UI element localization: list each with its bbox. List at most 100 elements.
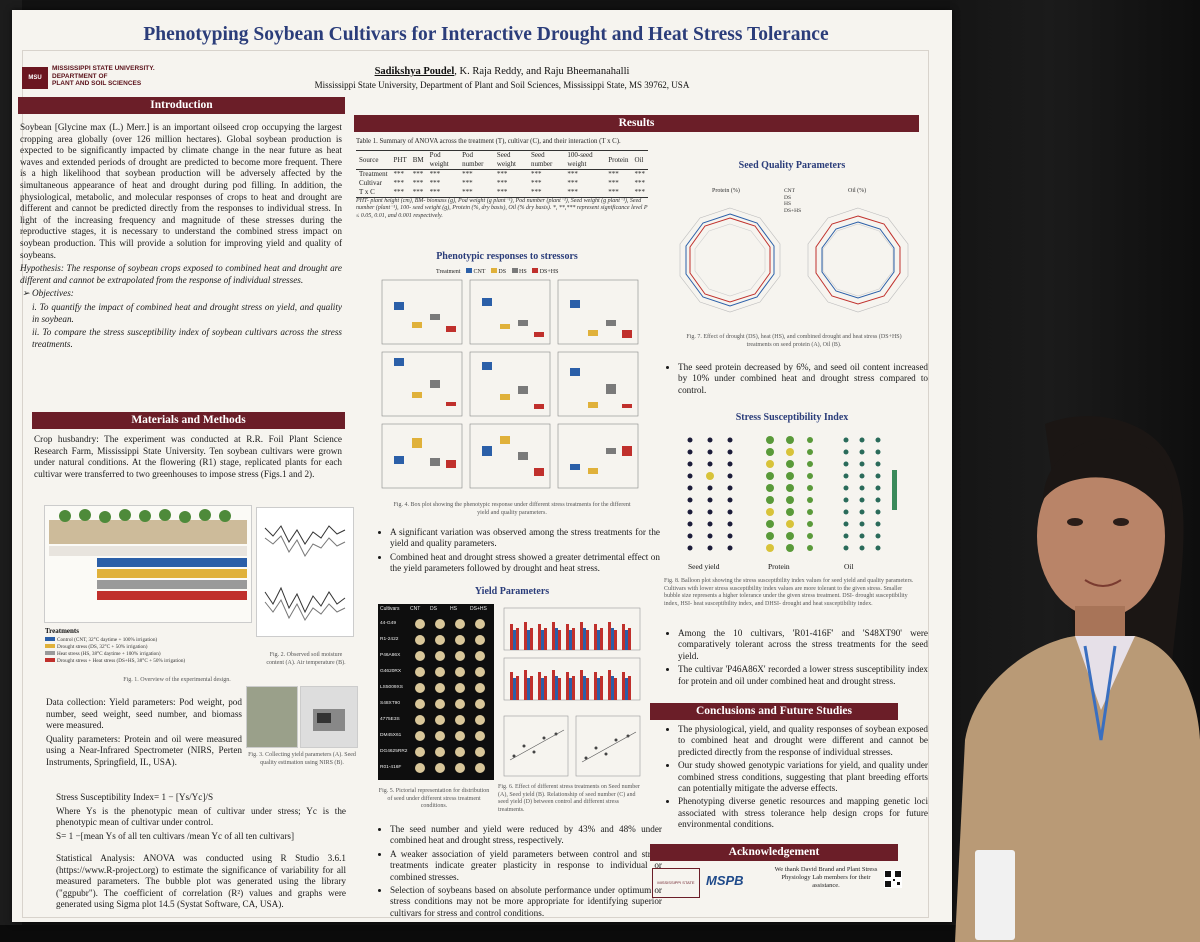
observed-conditions-chart: [264, 525, 346, 621]
ssi-col-seed-yield: Seed yield: [688, 562, 720, 571]
fig7-caption: Fig. 7. Effect of drought (DS), heat (HS…: [686, 334, 902, 348]
results-heading: Results: [354, 115, 919, 132]
fig2-caption: Fig. 2. Observed soil moisture content (…: [266, 652, 346, 666]
ssi-finding-2: The cultivar 'P46A86X' recorded a lower …: [678, 664, 928, 687]
anova-row-cultivar: Cultivar *** *** *** *** *** *** *** *** ***: [359, 179, 645, 187]
finding-2: Combined heat and drought stress showed …: [390, 552, 660, 575]
introduction-paragraph: Soybean [Glycine max (L.) Merr.] is an i…: [20, 122, 342, 260]
research-poster: Phenotyping Soybean Cultivars for Intera…: [12, 10, 952, 922]
fig3-caption: Fig. 3. Collecting yield parameters (A).…: [248, 752, 356, 766]
yield-finding-3: Selection of soybeans based on absolute …: [390, 885, 662, 919]
crop-husbandry-text: Crop husbandry: The experiment was condu…: [34, 434, 342, 479]
ssi-findings-list: Among the 10 cultivars, 'R01-416F' and '…: [664, 628, 928, 689]
radar-oil: [807, 207, 909, 313]
ssi-col-oil: Oil: [844, 562, 854, 571]
boxplot-boxes: [394, 298, 632, 476]
scatter-points: [512, 732, 630, 760]
treatment-list: Control (CNT, 32°C daytime + 100% irriga…: [45, 637, 195, 665]
methods-heading: Materials and Methods: [32, 412, 345, 429]
statistical-analysis-text: Statistical Analysis: ANOVA was conducte…: [56, 853, 346, 910]
msu-emblem-icon: MSU: [22, 67, 48, 89]
objective-2: ii. To compare the stress susceptibility…: [32, 327, 342, 349]
conclusion-2: Our study showed genotypic variations fo…: [678, 760, 928, 794]
ssi-col-protein: Protein: [768, 562, 790, 571]
phenotypic-findings-list: A significant variation was observed amo…: [376, 527, 660, 577]
fig4-caption: Fig. 4. Box plot showing the phenotypic …: [393, 502, 631, 516]
treatment-dshs: Drought stress + Heat stress (DS+HS, 38°…: [45, 658, 195, 665]
quality-finding-1: The seed protein decreased by 6%, and se…: [678, 362, 928, 396]
seed-image-grid: [415, 619, 485, 773]
fig6-caption: Fig. 6. Effect of different stress treat…: [498, 784, 640, 813]
table1-note: PHT- plant height (cm), BM- biomass (g),…: [356, 198, 648, 219]
treatment-legend: Treatment CNT DS HS DS+HS: [436, 268, 559, 275]
poster-border: [22, 50, 929, 918]
introduction-section: Soybean [Glycine max (L.) Merr.] is an i…: [20, 122, 342, 352]
ssi-column-labels: Seed yield Protein Oil: [688, 562, 908, 571]
logo-line-2: DEPARTMENT OF: [52, 72, 108, 80]
fig8-caption: Fig. 8. Balloon plot showing the stress …: [664, 578, 914, 607]
anova-row-interaction: T x C *** *** *** *** *** *** *** *** ***: [356, 188, 648, 198]
treatment-hs: Heat stress (HS, 38°C daytime + 100% irr…: [45, 651, 195, 658]
phenotypic-title: Phenotypic responses to stressors: [436, 251, 578, 262]
soil-moisture-figure: [256, 507, 354, 637]
bars-seed-yield: [510, 670, 631, 700]
acknowledgement-text: We thank David Brand and Plant Stress Ph…: [774, 866, 878, 889]
presenter-person: [955, 416, 1200, 942]
treatment-cnt: Control (CNT, 32°C daytime + 100% irriga…: [45, 637, 195, 644]
seed-distribution-figure: Cultivars CNT DS HS DS+HS 44-G49 R1-2422 P46A8…: [378, 604, 494, 780]
radar-protein: [679, 207, 781, 313]
quality-text: Quality parameters: Protein and oil were…: [46, 733, 242, 767]
anova-header-row: Source PHT BM Pod weight Pod number Seed weig…: [356, 150, 648, 170]
radar-legend: CNT DS HS DS+HS: [784, 188, 802, 214]
ssi-s-definition: S= 1 −[mean Ys of all ten cultivars /mea…: [56, 830, 295, 841]
acknowledgement-heading: Acknowledgement: [650, 844, 898, 861]
quality-findings-list: The seed protein decreased by 6%, and se…: [664, 362, 928, 398]
conclusions-list: The physiological, yield, and quality re…: [664, 724, 928, 833]
field-photo-a: [246, 686, 298, 748]
finding-1: A significant variation was observed amo…: [390, 527, 660, 550]
poster-title: Phenotyping Soybean Cultivars for Intera…: [143, 24, 829, 45]
nirs-instrument-icon: [313, 709, 345, 731]
yield-parameters-title: Yield Parameters: [474, 586, 550, 597]
ssi-title: Stress Susceptibility Index: [735, 412, 849, 423]
yield-finding-1: The seed number and yield were reduced b…: [390, 824, 662, 847]
radar-protein-label: Protein (%): [712, 188, 740, 194]
seed-number-yield-chart: [503, 607, 641, 777]
ssi-balloon-plot: [687, 436, 897, 552]
objectives-label: ➢ Objectives:: [22, 288, 74, 299]
logo-line-3: PLANT AND SOIL SCIENCES: [52, 80, 142, 87]
logo-text: MISSISSIPPI STATE UNIVERSITY. DEPARTMENT…: [52, 65, 155, 88]
hypothesis-text: Hypothesis: The response of soybean crop…: [20, 263, 342, 285]
yield-finding-2: A weaker association of yield parameters…: [390, 849, 662, 883]
anova-table: Source PHT BM Pod weight Pod number Seed weig…: [356, 150, 648, 198]
ssi-description: Where Ys is the phenotypic mean of culti…: [56, 805, 346, 828]
poster-authors: Sadikshya Poudel, K. Raja Reddy, and Raj…: [312, 65, 692, 78]
treatment-ds: Drought stress (DS, 32°C + 50% irrigatio…: [45, 644, 195, 651]
mafes-logo: MISSISSIPPI STATE: [652, 868, 700, 898]
seed-grid-header: Cultivars CNT DS HS DS+HS: [380, 606, 487, 612]
bars-seed-number: [510, 622, 631, 650]
conclusions-heading: Conclusions and Future Studies: [650, 703, 898, 720]
treatments-label: Treatments: [45, 627, 79, 635]
cultivar-names: 44-G49 R1-2422 P46A86X G4620RX LS5009XS S48XT…: [380, 621, 408, 770]
ssi-formula: Stress Susceptibility Index= 1 − [Ys/Yc]…: [56, 792, 214, 802]
table1-caption: Table 1. Summary of ANOVA across the tre…: [356, 138, 621, 145]
data-collection-section: Data collection: Yield parameters: Pod w…: [46, 697, 242, 771]
co-authors: , K. Raja Reddy, and Raju Bheemanahalli: [454, 66, 630, 77]
lead-author: Sadikshya Poudel: [374, 66, 455, 77]
mspb-logo: MSPB: [706, 873, 744, 888]
design-diagram: [45, 506, 251, 622]
conclusion-3: Phenotyping diverse genetic resources an…: [678, 796, 928, 830]
ssi-finding-1: Among the 10 cultivars, 'R01-416F' and '…: [678, 628, 928, 662]
boxplot-grid: [381, 279, 639, 489]
anova-row-treatment: Treatment *** *** *** *** *** *** *** *** ***: [359, 170, 645, 178]
radar-oil-label: Oil (%): [848, 188, 867, 194]
fig1-caption: Fig. 1. Overview of the experimental des…: [123, 677, 231, 683]
seed-quality-title: Seed Quality Parameters: [738, 160, 846, 171]
radar-charts: [679, 207, 909, 313]
university-logo: MSU MISSISSIPPI STATE UNIVERSITY. DEPART…: [22, 65, 192, 95]
data-collection-text: Data collection: Yield parameters: Pod w…: [46, 697, 242, 731]
introduction-heading: Introduction: [18, 97, 345, 114]
experimental-design-figure: [44, 505, 252, 623]
poster-affiliation: Mississippi State University, Department…: [314, 80, 690, 90]
